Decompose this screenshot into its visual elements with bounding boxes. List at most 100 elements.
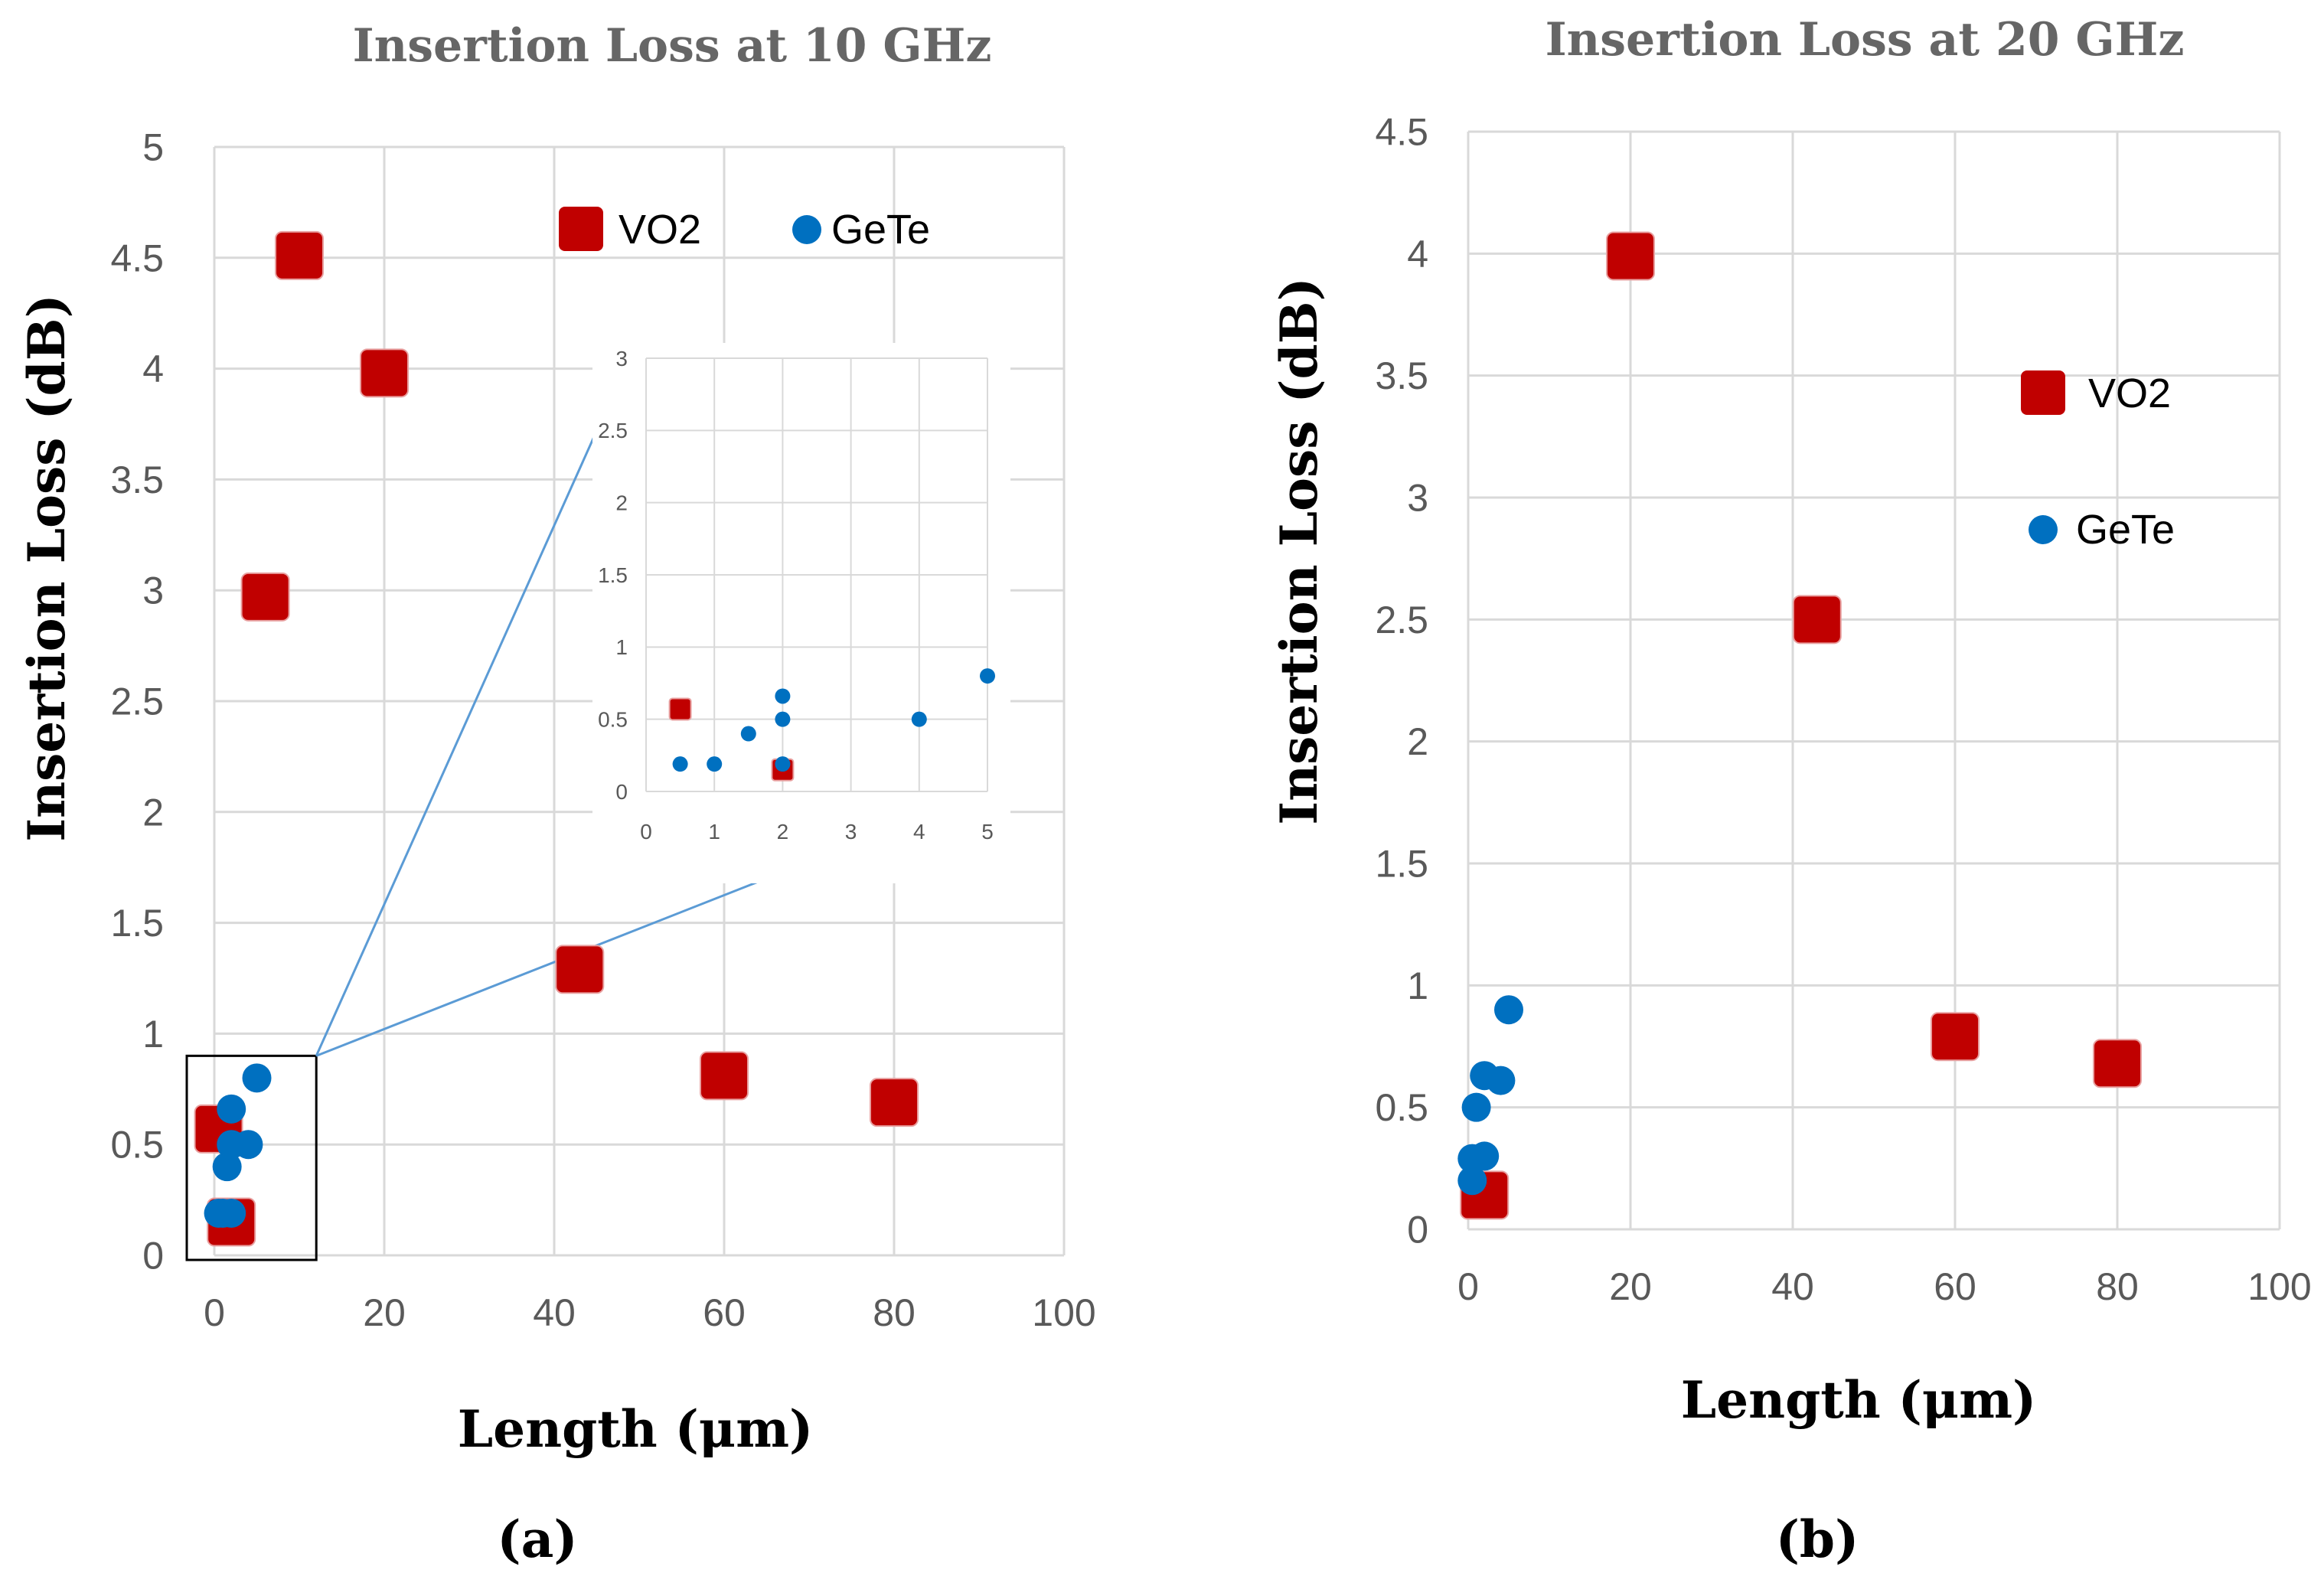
a-y-tick-label: 4 [142, 348, 164, 390]
panel-b-title: Insertion Loss at 20 GHz [1546, 13, 2185, 67]
a-y-tick-label: 1.5 [110, 902, 164, 945]
b-x-tick-label: 60 [1934, 1265, 1976, 1308]
gete-point [672, 756, 688, 772]
a-inset-y-tick-label: 1.5 [598, 563, 628, 587]
a-inset-y-tick-label: 2 [615, 491, 628, 514]
gete-point [911, 711, 927, 727]
a-y-tick-label: 0 [142, 1235, 164, 1278]
a-inset-y-tick-label: 3 [615, 347, 628, 370]
gete-point [233, 1130, 263, 1160]
legend-vo2-label: VO2 [619, 207, 701, 253]
gete-point [775, 711, 791, 727]
panel-a-title: Insertion Loss at 10 GHz [353, 19, 992, 73]
panel-b-y-ticks: 0 0.5 1 1.5 2 2.5 3 3.5 4 4.5 [1375, 111, 1428, 1252]
panel-b-y-axis-label: Insertion Loss (dB) [1269, 277, 1329, 824]
a-y-tick-label: 0.5 [110, 1124, 164, 1167]
panel-b-grid [1467, 130, 2281, 1231]
vo2-point [275, 230, 324, 280]
a-inset-y-tick-label: 2.5 [598, 419, 628, 442]
a-y-tick-label: 2 [142, 791, 164, 834]
b-x-tick-label: 80 [2096, 1265, 2139, 1308]
gete-point [740, 726, 756, 742]
b-y-tick-label: 1.5 [1375, 843, 1428, 886]
a-y-tick-label: 2.5 [110, 680, 164, 723]
b-y-tick-label: 4 [1407, 233, 1428, 276]
gete-point [707, 756, 723, 772]
vo2-point [1606, 231, 1655, 281]
gete-point [1494, 995, 1523, 1025]
b-x-tick-label: 20 [1609, 1265, 1652, 1308]
a-inset-x-tick-label: 5 [981, 820, 994, 844]
gete-point [1457, 1166, 1487, 1196]
b-y-tick-label: 1 [1407, 964, 1428, 1007]
a-y-tick-label: 1 [142, 1013, 164, 1056]
a-inset-y-tick-label: 0 [615, 780, 628, 804]
b-y-tick-label: 4.5 [1375, 111, 1428, 154]
panel-a: Insertion Loss at 10 GHz 0 0.5 1 1.5 2 2.5 3 3.… [17, 19, 1096, 1569]
panel-a-inset-x-ticks: 0 1 2 3 4 5 [640, 820, 994, 844]
panel-a-y-axis-label: Insertion Loss (dB) [17, 294, 77, 841]
a-x-tick-label: 100 [1032, 1291, 1095, 1334]
vo2-point [1792, 595, 1842, 645]
panel-a-y-ticks: 0 0.5 1 1.5 2 2.5 3 3.5 4 4.5 5 [110, 126, 164, 1278]
a-inset-x-tick-label: 2 [777, 820, 789, 844]
legend-vo2-marker [559, 207, 603, 251]
b-y-tick-label: 3.5 [1375, 354, 1428, 397]
legend-gete-marker [2029, 515, 2058, 544]
panel-a-zoom-box [185, 1054, 318, 1261]
gete-point [217, 1198, 246, 1228]
a-inset-x-tick-label: 0 [640, 820, 652, 844]
a-y-tick-label: 3.5 [110, 459, 164, 501]
legend-gete-marker [792, 215, 821, 244]
a-y-tick-label: 3 [142, 569, 164, 612]
vo2-point [240, 572, 290, 622]
panel-b-caption: (b) [1776, 1509, 1859, 1569]
a-x-tick-label: 20 [363, 1291, 406, 1334]
panel-b-points [1457, 231, 2142, 1220]
vo2-point [360, 348, 409, 398]
panel-a-zoom-line-top [315, 357, 631, 1056]
b-y-tick-label: 3 [1407, 477, 1428, 520]
panel-b-caption-letter: b [1800, 1509, 1835, 1569]
a-x-tick-label: 80 [873, 1291, 916, 1334]
a-x-tick-label: 60 [703, 1291, 746, 1334]
panel-a-x-ticks: 0 20 40 60 80 100 [204, 1291, 1096, 1334]
gete-point [217, 1094, 246, 1124]
b-x-tick-label: 0 [1457, 1265, 1479, 1308]
panel-b-x-ticks: 0 20 40 60 80 100 [1457, 1265, 2312, 1308]
panel-b-x-axis-label: Length (μm) [1681, 1370, 2037, 1430]
panel-a-legend: VO2 GeTe [559, 207, 930, 253]
panel-a-points [194, 230, 919, 1247]
panel-a-inset-points [668, 668, 995, 782]
a-inset-y-tick-label: 0.5 [598, 707, 628, 731]
vo2-point [2093, 1039, 2142, 1088]
panel-a-inset: 0 0.5 1 1.5 2 2.5 3 0 1 2 3 4 5 [592, 343, 1010, 883]
legend-vo2-marker [2021, 370, 2065, 415]
gete-point [980, 668, 995, 684]
gete-point [212, 1152, 242, 1182]
panel-b-legend: VO2 GeTe [2021, 370, 2175, 553]
b-y-tick-label: 2.5 [1375, 599, 1428, 641]
vo2-point [555, 945, 605, 994]
a-x-tick-label: 0 [204, 1291, 225, 1334]
legend-gete-label: GeTe [2076, 507, 2175, 553]
vo2-point [700, 1051, 749, 1101]
legend-gete-label: GeTe [831, 207, 930, 253]
a-inset-y-tick-label: 1 [615, 635, 628, 659]
gete-point [1470, 1141, 1500, 1171]
b-y-tick-label: 0.5 [1375, 1086, 1428, 1129]
vo2-point [1931, 1012, 1980, 1062]
vo2-point [668, 697, 692, 721]
a-inset-x-tick-label: 4 [913, 820, 925, 844]
gete-point [775, 756, 791, 772]
a-x-tick-label: 40 [533, 1291, 576, 1334]
vo2-point [870, 1078, 919, 1127]
gete-point [242, 1063, 272, 1093]
gete-point [775, 688, 791, 704]
panel-b: Insertion Loss at 20 GHz 0 0.5 1 1.5 2 2.5 3 3.… [1269, 13, 2312, 1569]
gete-point [1486, 1065, 1516, 1095]
b-x-tick-label: 100 [2247, 1265, 2311, 1308]
b-y-tick-label: 0 [1407, 1209, 1428, 1252]
gete-point [1461, 1092, 1491, 1122]
